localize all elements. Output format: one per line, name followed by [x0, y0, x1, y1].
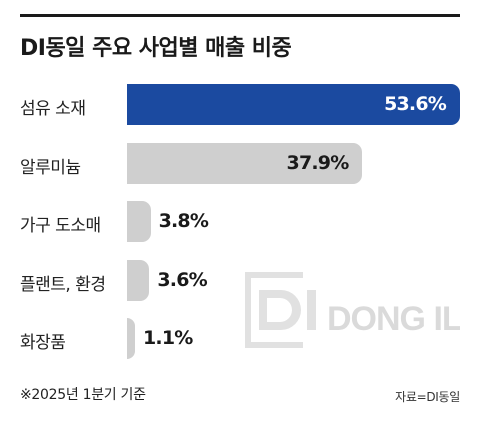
- footnote: ※2025년 1분기 기준: [20, 387, 146, 403]
- category-label: 플랜트, 환경: [20, 274, 106, 295]
- source-note: 자료=DI동일: [395, 390, 460, 404]
- bar: [127, 318, 135, 359]
- category-label: 섬유 소재: [20, 99, 86, 119]
- value-label: 37.9%: [286, 151, 350, 174]
- value-label: 53.6%: [384, 93, 447, 115]
- bar: [127, 84, 460, 125]
- bar: [127, 259, 150, 301]
- bar: [127, 201, 151, 242]
- category-label: 알루미늄: [20, 157, 81, 178]
- dongil-logo-watermark: DONG IL: [245, 272, 460, 348]
- top-rule: [20, 14, 460, 17]
- value-label: 3.6%: [157, 268, 207, 291]
- value-label: 1.1%: [143, 327, 193, 349]
- chart-title: DI동일 주요 사업별 매출 비중: [20, 36, 292, 61]
- value-label: 3.8%: [158, 210, 209, 232]
- svg-text:DONG IL: DONG IL: [327, 300, 460, 338]
- bar: [127, 142, 363, 184]
- category-label: 화장품: [20, 333, 66, 353]
- category-label: 가구 도소매: [20, 216, 101, 236]
